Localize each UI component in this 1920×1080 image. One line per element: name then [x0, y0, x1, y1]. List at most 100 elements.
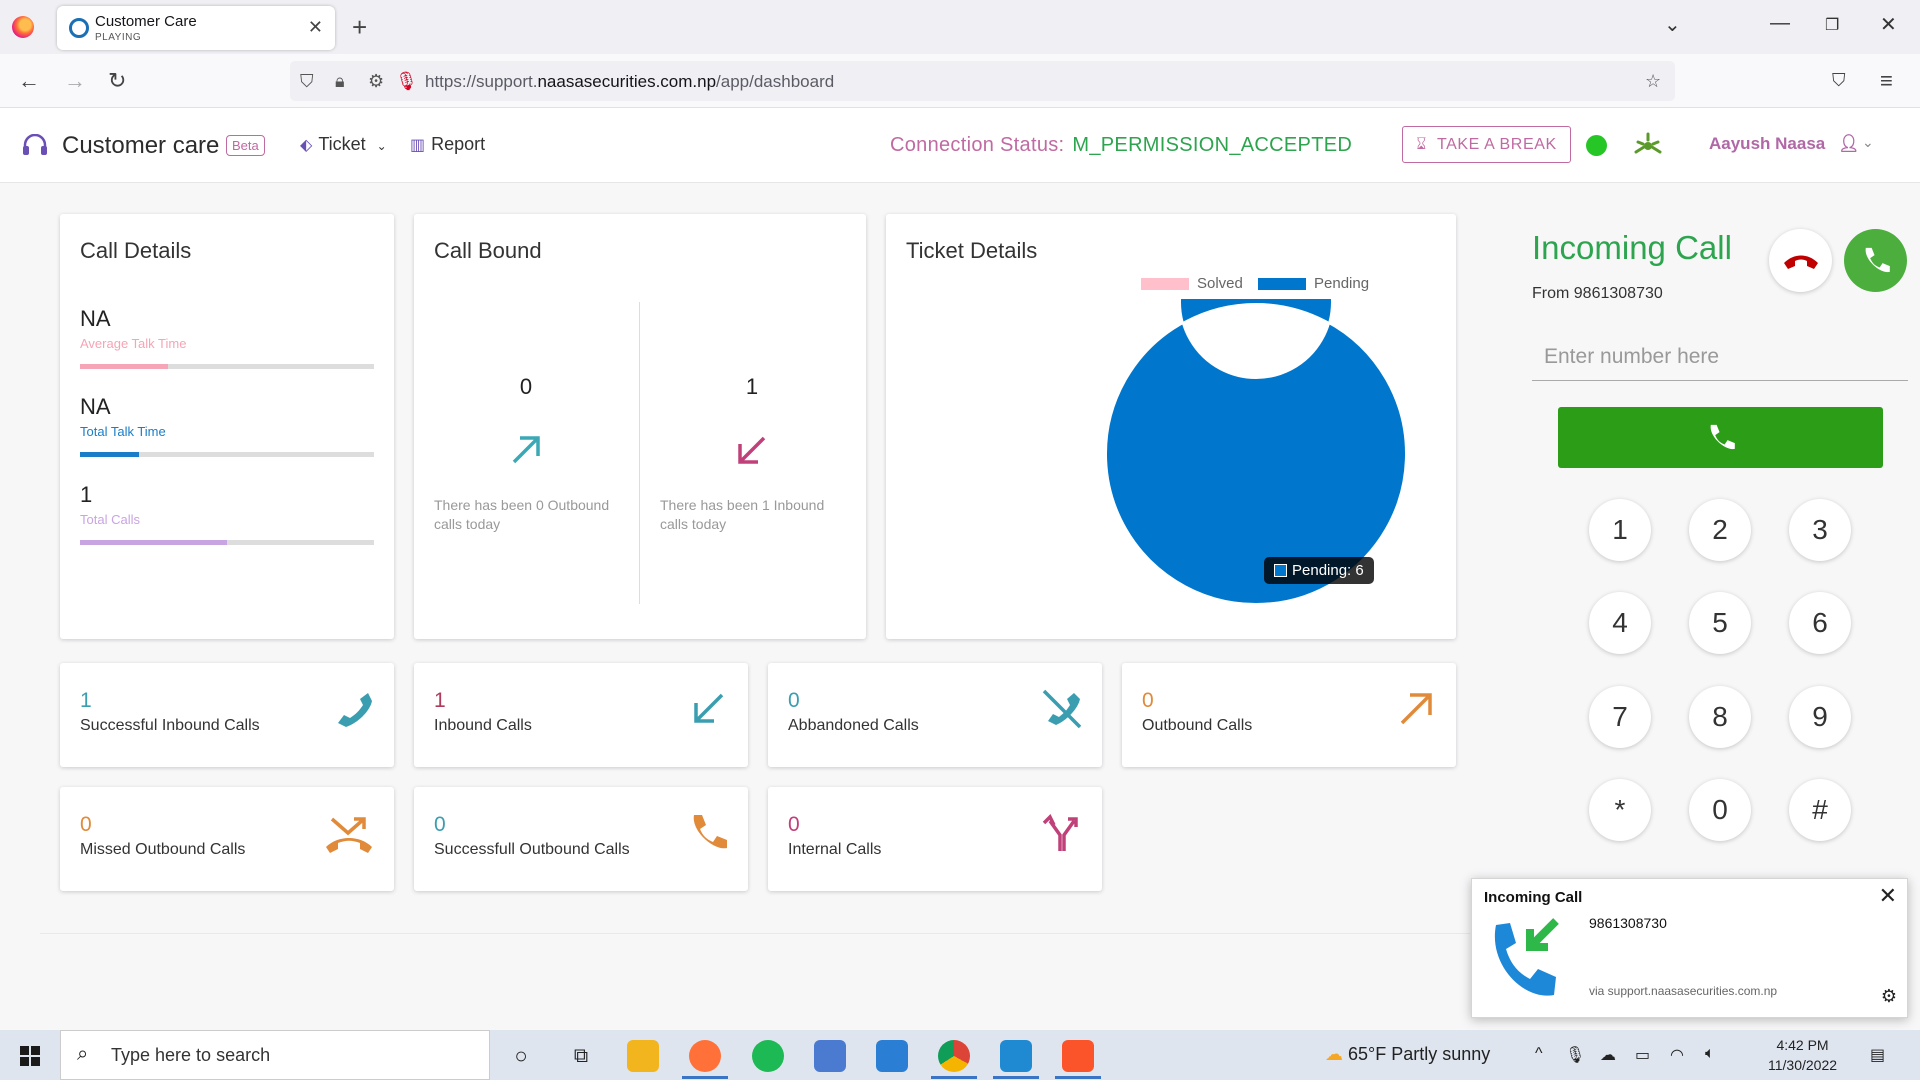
dial-call-button[interactable] [1558, 407, 1883, 468]
dial-key-9[interactable]: 9 [1789, 686, 1851, 748]
chrome-icon[interactable] [938, 1040, 970, 1072]
incoming-call-title: Incoming Call [1532, 229, 1732, 266]
legend-solved-label: Solved [1197, 275, 1243, 292]
shield-app-icon[interactable] [876, 1040, 908, 1072]
app-title: Customer care [62, 132, 220, 159]
weather-widget[interactable]: ☁ 65°F Partly sunny [1325, 1044, 1490, 1065]
tag-icon: ⬖ [300, 137, 313, 154]
tray-wifi-icon[interactable]: ◠ [1670, 1047, 1684, 1064]
file-explorer-icon[interactable] [627, 1040, 659, 1072]
browser-tab[interactable]: Customer Care PLAYING ✕ [57, 6, 335, 50]
call-details-card: Call Details NA Average Talk Time NA Tot… [60, 214, 394, 639]
stat-card-inbound[interactable]: 1 Inbound Calls [414, 663, 748, 767]
accept-call-button[interactable] [1844, 229, 1907, 292]
url-bar[interactable]: ⛉ 🔒︎ ⚙ 🎙︎ https://support.naasasecuritie… [290, 61, 1675, 101]
ticket-details-title: Ticket Details [906, 238, 1038, 263]
notification-close-icon[interactable]: ✕ [1878, 883, 1897, 908]
tab-list-icon[interactable]: ⌄ [1664, 14, 1681, 36]
bookmark-star-icon[interactable]: ☆ [1645, 71, 1662, 91]
inbound-count: 1 [745, 374, 759, 399]
tray-onedrive-icon[interactable]: ☁ [1600, 1047, 1616, 1064]
spotify-icon[interactable] [752, 1040, 784, 1072]
pocket-icon[interactable]: ⛉ [1832, 70, 1846, 90]
dial-key-6[interactable]: 6 [1789, 592, 1851, 654]
restore-button[interactable]: ❐ [1825, 17, 1840, 34]
arrow-down-left-icon [694, 693, 724, 723]
browser-nav-bar: ← → ↻ ⛉ 🔒︎ ⚙ 🎙︎ https://support.naasasec… [0, 54, 1920, 108]
outbound-description: There has been 0 Outbound calls today [434, 497, 610, 532]
dial-key-8[interactable]: 8 [1689, 686, 1751, 748]
firefox-active-indicator [682, 1076, 728, 1079]
legend-pending[interactable]: Pending [1258, 275, 1369, 292]
legend-solved[interactable]: Solved [1141, 275, 1243, 292]
clock-date: 11/30/2022 [1768, 1057, 1838, 1073]
arrow-up-right-icon [1400, 693, 1432, 725]
dial-key-0[interactable]: 0 [1689, 779, 1751, 841]
stat-card-abandoned[interactable]: 0 Abbandoned Calls [768, 663, 1102, 767]
firefox-taskbar-icon[interactable] [689, 1040, 721, 1072]
take-a-break-button[interactable]: ⌛︎ TAKE A BREAK [1402, 126, 1571, 163]
dial-key-1[interactable]: 1 [1589, 499, 1651, 561]
dial-key-5[interactable]: 5 [1689, 592, 1751, 654]
vscode-icon[interactable] [1000, 1040, 1032, 1072]
stat-card-successful-outbound[interactable]: 0 Successfull Outbound Calls [414, 787, 748, 891]
minimize-button[interactable]: — [1770, 12, 1790, 34]
dial-key-star[interactable]: * [1589, 779, 1651, 841]
lock-icon[interactable]: 🔒︎ [335, 71, 345, 91]
close-window-button[interactable]: ✕ [1880, 14, 1897, 36]
tray-mic-icon[interactable]: 🎙︎ [1565, 1047, 1586, 1064]
taskbar-search-box[interactable]: ⌕ Type here to search [60, 1030, 490, 1080]
dial-key-2[interactable]: 2 [1689, 499, 1751, 561]
dial-key-3[interactable]: 3 [1789, 499, 1851, 561]
dial-key-4[interactable]: 4 [1589, 592, 1651, 654]
chevron-down-icon: ⌄ [376, 139, 387, 153]
reload-button[interactable]: ↻ [108, 68, 127, 93]
ticket-menu[interactable]: ⬖ Ticket ⌄ [300, 134, 387, 155]
url-text[interactable]: https://support.naasasecurities.com.np/a… [425, 72, 835, 91]
total-calls-bar [80, 540, 374, 545]
network-app-icon[interactable] [814, 1040, 846, 1072]
taskbar-clock[interactable]: 4:42 PM 11/30/2022 [1768, 1035, 1837, 1075]
inbound-description: There has been 1 Inbound calls today [660, 497, 825, 532]
decline-call-button[interactable] [1769, 229, 1832, 292]
task-view-icon[interactable]: ⧉ [573, 1044, 589, 1067]
tray-chevron-icon[interactable]: ^ [1535, 1045, 1543, 1062]
brave-active-indicator [1055, 1076, 1101, 1079]
stat-card-successful-inbound[interactable]: 1 Successful Inbound Calls [60, 663, 394, 767]
total-talk-time-bar [80, 452, 374, 457]
user-chevron-icon[interactable]: ⌄ [1862, 134, 1874, 150]
stat-value: 1 [434, 689, 446, 712]
tray-battery-icon[interactable]: ▭ [1635, 1047, 1651, 1064]
user-menu[interactable]: Aayush Naasa 👤︎ [1709, 134, 1860, 154]
stat-card-outbound[interactable]: 0 Outbound Calls [1122, 663, 1456, 767]
back-button[interactable]: ← [18, 68, 40, 93]
microphone-icon[interactable]: 🎙︎ [395, 71, 418, 91]
dial-key-hash[interactable]: # [1789, 779, 1851, 841]
report-menu[interactable]: ▥ Report [410, 134, 485, 155]
cortana-icon[interactable]: ○ [514, 1043, 528, 1068]
vscode-active-indicator [993, 1076, 1039, 1079]
shield-icon[interactable]: ⛉ [300, 71, 314, 91]
incoming-phone-icon [1494, 918, 1559, 996]
firefox-icon[interactable] [12, 16, 34, 38]
notification-settings-icon[interactable]: ⚙ [1880, 986, 1897, 1006]
signal-icon [1634, 132, 1662, 154]
tray-volume-icon[interactable]: 🔈︎ [1705, 1045, 1715, 1062]
permissions-icon[interactable]: ⚙ [368, 71, 385, 91]
ticket-donut-chart[interactable] [1101, 299, 1411, 609]
stat-label: Missed Outbound Calls [80, 841, 246, 858]
dial-number-input[interactable] [1532, 334, 1908, 381]
notification-center-icon[interactable]: ▤ [1870, 1047, 1886, 1064]
incoming-call-notification[interactable]: Incoming Call ✕ 9861308730 via support.n… [1471, 878, 1908, 1018]
stat-card-missed-outbound[interactable]: 0 Missed Outbound Calls [60, 787, 394, 891]
donut-slice-pending[interactable] [1105, 299, 1407, 605]
stat-card-internal[interactable]: 0 Internal Calls [768, 787, 1102, 891]
dial-key-7[interactable]: 7 [1589, 686, 1651, 748]
tab-close-icon[interactable]: ✕ [307, 17, 323, 37]
new-tab-button[interactable]: + [352, 12, 368, 42]
brave-icon[interactable] [1062, 1040, 1094, 1072]
windows-start-icon[interactable] [20, 1046, 40, 1066]
menu-icon[interactable]: ≡ [1880, 68, 1893, 93]
beta-badge: Beta [226, 135, 265, 156]
forward-button[interactable]: → [64, 68, 86, 93]
